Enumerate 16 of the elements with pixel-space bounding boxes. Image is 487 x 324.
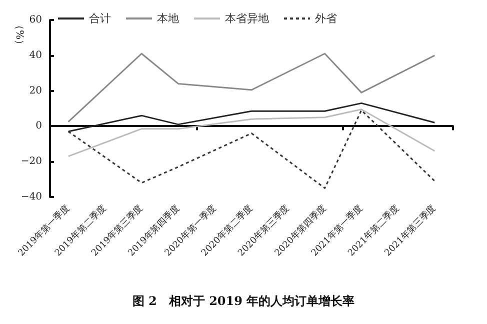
line-series	[68, 102, 436, 132]
legend-label: 本省异地	[225, 12, 269, 25]
y-axis-title: （%）	[14, 20, 24, 50]
line-series	[68, 52, 436, 123]
line-series	[68, 108, 436, 158]
y-tick-label: 40	[29, 50, 42, 61]
y-tick-label: −40	[20, 192, 42, 202]
y-tick-label: 60	[29, 14, 42, 26]
text: 图 2 相对于 2019 年的人均订单增长率	[132, 294, 355, 308]
y-tick-label: 0	[36, 120, 42, 132]
legend-label: 外省	[315, 12, 337, 25]
y-tick-label: 20	[29, 85, 42, 96]
line-series	[68, 110, 436, 189]
legend-label: 本地	[157, 12, 179, 25]
legend-label: 合计	[89, 12, 111, 25]
y-tick-label: −20	[20, 156, 42, 168]
